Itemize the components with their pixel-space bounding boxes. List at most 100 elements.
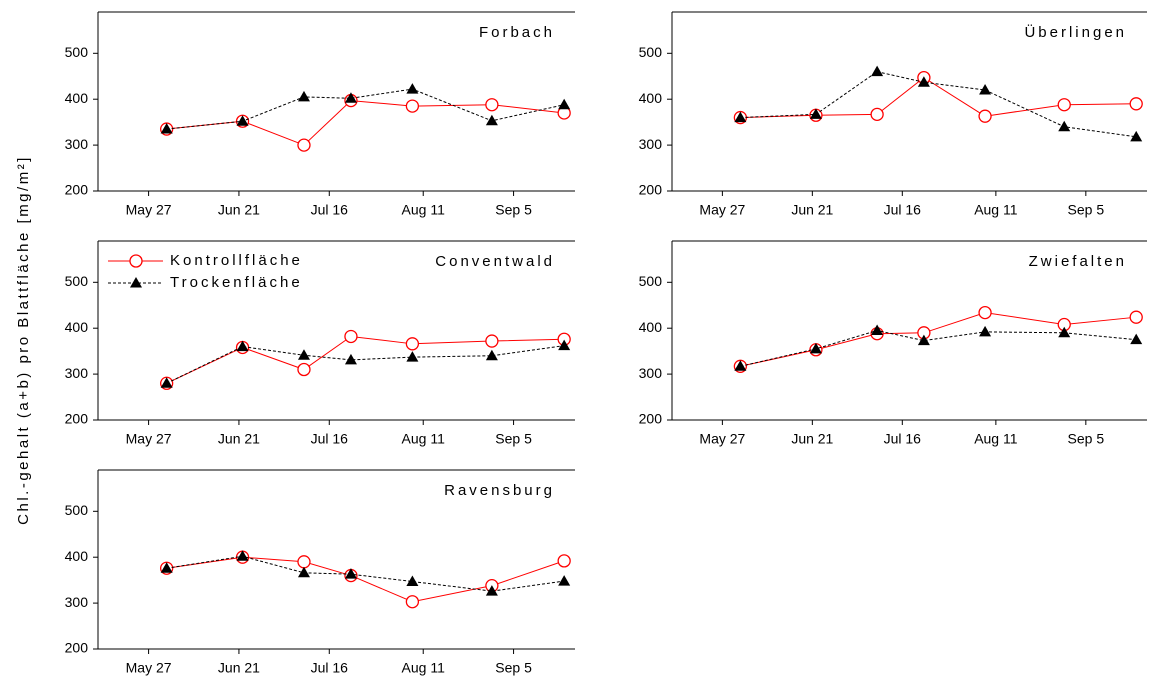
- data-point: [406, 83, 419, 94]
- x-tick-label: Sep 5: [1068, 431, 1105, 447]
- legend-marker: [129, 254, 143, 268]
- data-point: [1058, 326, 1071, 338]
- legend-label: Kontrollfläche: [170, 252, 303, 269]
- data-point: [160, 562, 173, 573]
- x-tick-label: Jul 16: [311, 431, 349, 447]
- y-tick-label: 200: [65, 640, 89, 656]
- data-point: [1129, 97, 1143, 111]
- data-point: [485, 349, 498, 361]
- x-tick-label: Aug 11: [974, 431, 1018, 447]
- data-point: [344, 92, 357, 103]
- data-point: [160, 377, 173, 388]
- x-tick-label: Sep 5: [1068, 202, 1105, 218]
- data-point: [160, 123, 173, 134]
- data-point: [406, 575, 419, 587]
- y-tick-label: 300: [639, 365, 663, 381]
- legend-marker: [130, 277, 142, 288]
- data-point: [978, 305, 992, 320]
- x-tick-label: Sep 5: [495, 202, 532, 218]
- data-point: [978, 109, 992, 123]
- y-tick-label: 200: [639, 411, 663, 427]
- data-point: [297, 138, 311, 152]
- data-point: [1130, 333, 1143, 345]
- data-point: [236, 550, 249, 561]
- data-point: [297, 349, 310, 360]
- panel-title: Überlingen: [1024, 23, 1127, 41]
- y-tick-label: 500: [65, 44, 89, 60]
- y-tick-label: 300: [65, 365, 89, 381]
- series-line: [166, 100, 565, 146]
- y-tick-label: 200: [65, 182, 89, 198]
- y-tick-label: 500: [65, 502, 89, 518]
- data-point: [406, 351, 419, 362]
- data-point: [979, 325, 992, 337]
- series-line: [166, 335, 565, 384]
- series-line: [166, 555, 565, 592]
- data-point: [297, 566, 310, 578]
- data-point: [871, 65, 884, 77]
- data-point: [734, 360, 747, 371]
- y-axis-label: Chl.-gehalt (a+b) pro Blattfläche [mg/m²…: [15, 155, 32, 525]
- data-point: [297, 362, 311, 377]
- y-tick-label: 200: [65, 411, 89, 427]
- y-tick-label: 200: [639, 182, 663, 198]
- data-point: [405, 99, 420, 113]
- data-point: [344, 329, 358, 344]
- y-tick-label: 400: [65, 319, 89, 335]
- data-point: [297, 555, 311, 569]
- data-point: [405, 595, 420, 609]
- data-point: [236, 340, 249, 352]
- x-tick-label: Aug 11: [974, 202, 1018, 218]
- x-tick-label: Jun 21: [791, 431, 833, 447]
- x-tick-label: Aug 11: [402, 431, 446, 447]
- data-point: [1058, 120, 1071, 132]
- panel-title: Conventwald: [435, 253, 555, 270]
- data-point: [809, 342, 822, 354]
- y-tick-label: 400: [639, 319, 663, 335]
- series-line: [166, 345, 565, 384]
- y-tick-label: 500: [639, 44, 663, 60]
- y-tick-label: 300: [65, 136, 89, 152]
- data-point: [1129, 310, 1143, 324]
- data-point: [917, 334, 930, 346]
- data-point: [344, 353, 357, 365]
- x-tick-label: Sep 5: [495, 660, 532, 676]
- data-point: [485, 334, 499, 348]
- x-tick-label: May 27: [126, 431, 172, 447]
- x-tick-label: May 27: [126, 660, 172, 676]
- series-line: [166, 556, 565, 603]
- data-point: [405, 337, 420, 351]
- x-tick-label: Sep 5: [495, 431, 532, 447]
- data-point: [558, 339, 571, 351]
- y-tick-label: 400: [639, 90, 663, 106]
- y-tick-label: 400: [65, 548, 89, 564]
- x-tick-label: Jun 21: [218, 202, 260, 218]
- x-tick-label: Jul 16: [884, 431, 922, 447]
- data-point: [485, 114, 498, 126]
- legend-label: Trockenfläche: [170, 274, 303, 291]
- data-point: [344, 568, 357, 579]
- panel-title: Ravensburg: [444, 482, 555, 499]
- data-point: [871, 324, 884, 335]
- y-tick-label: 300: [639, 136, 663, 152]
- data-point: [979, 84, 992, 95]
- x-tick-label: Aug 11: [402, 660, 446, 676]
- x-tick-label: May 27: [126, 202, 172, 218]
- x-tick-label: Aug 11: [402, 202, 446, 218]
- series-line: [740, 312, 1137, 367]
- data-point: [1130, 130, 1143, 142]
- data-point: [485, 585, 498, 596]
- x-tick-label: Jul 16: [311, 660, 349, 676]
- data-point: [297, 90, 310, 102]
- x-tick-label: Jun 21: [218, 660, 260, 676]
- data-point: [734, 111, 747, 123]
- data-point: [917, 76, 930, 87]
- data-point: [557, 554, 571, 568]
- data-point: [558, 98, 571, 110]
- data-point: [485, 98, 499, 112]
- data-point: [558, 575, 571, 586]
- x-tick-label: May 27: [699, 202, 745, 218]
- data-point: [236, 115, 249, 126]
- x-tick-label: May 27: [699, 431, 745, 447]
